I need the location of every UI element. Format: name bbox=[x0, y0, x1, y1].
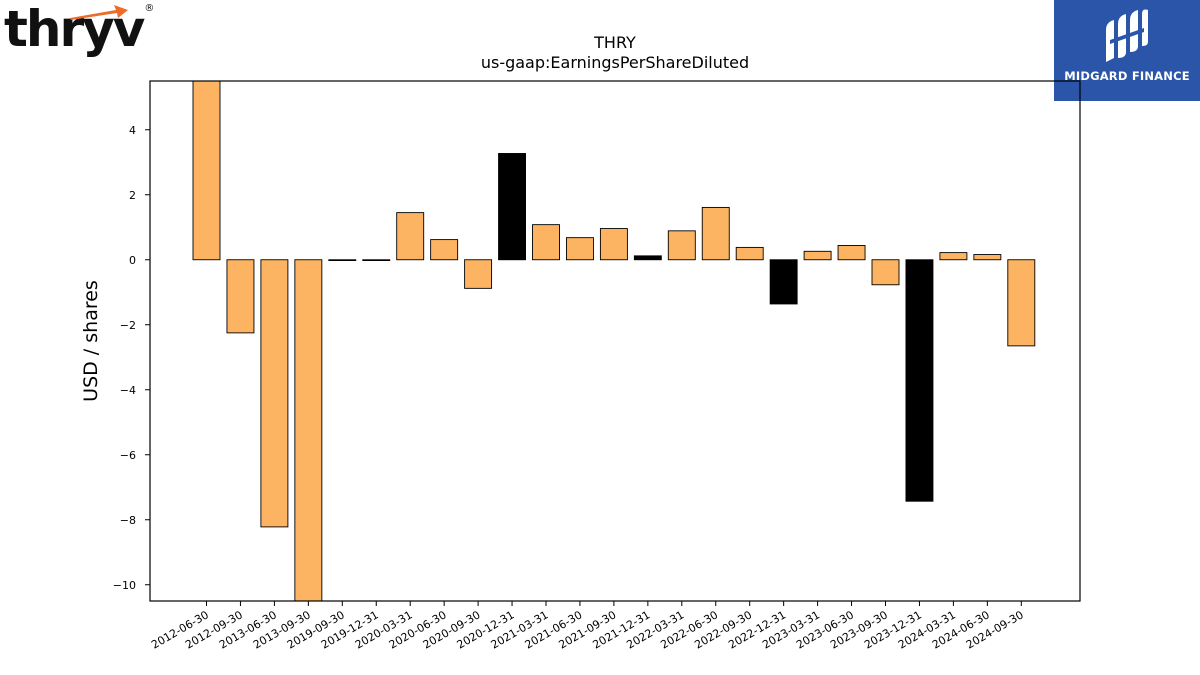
x-ticks-group: 2012-06-302012-09-302013-06-302013-09-30… bbox=[149, 601, 1026, 652]
bar-2024-09-30 bbox=[1007, 259, 1036, 347]
bar-2013-06-30 bbox=[260, 259, 289, 528]
registered-mark: ® bbox=[144, 3, 154, 14]
y-tick-label: −8 bbox=[120, 514, 136, 527]
y-ticks-group: 4 2 0 −2 −4 −6 −8 −10 bbox=[113, 124, 150, 592]
y-tick-label: 2 bbox=[129, 189, 136, 202]
bar-2022-12-31 bbox=[769, 259, 798, 305]
bar-2020-09-30 bbox=[464, 259, 493, 289]
bar-2021-09-30 bbox=[599, 228, 628, 261]
bar-2020-03-31 bbox=[396, 212, 425, 261]
bar-2022-06-30 bbox=[701, 206, 730, 261]
y-tick-label: −4 bbox=[120, 384, 136, 397]
bar-2019-12-31 bbox=[362, 259, 391, 262]
thryv-swoosh-icon bbox=[70, 5, 128, 20]
bar-2020-06-30 bbox=[430, 239, 459, 261]
plot-frame bbox=[149, 80, 1081, 602]
bar-2019-09-30 bbox=[328, 259, 357, 262]
bar-2012-09-30 bbox=[226, 259, 255, 334]
bar-2024-06-30 bbox=[973, 254, 1002, 261]
y-tick-label: 0 bbox=[129, 254, 136, 267]
midgard-emblem-icon bbox=[1106, 9, 1148, 62]
bar-2023-12-31 bbox=[905, 259, 934, 502]
y-tick-label: 4 bbox=[129, 124, 136, 137]
bar-2020-12-31 bbox=[498, 153, 526, 261]
midgard-logo-text: MIDGARD FINANCE bbox=[1064, 69, 1190, 83]
bar-2021-12-31 bbox=[633, 255, 662, 261]
y-tick-label: −10 bbox=[113, 579, 136, 592]
bar-2021-03-31 bbox=[532, 224, 560, 261]
bars-group bbox=[192, 81, 1036, 601]
bar-2022-03-31 bbox=[667, 230, 696, 261]
bar-2021-06-30 bbox=[566, 237, 594, 261]
y-tick-label: −2 bbox=[120, 319, 136, 332]
bar-2024-03-31 bbox=[939, 252, 968, 261]
chart-subtitle: us-gaap:EarningsPerShareDiluted bbox=[481, 53, 749, 72]
chart-title: THRY bbox=[593, 33, 636, 52]
bar-2022-09-30 bbox=[735, 246, 764, 261]
bar-2012-06-30 bbox=[192, 81, 221, 261]
bar-2023-06-30 bbox=[837, 244, 866, 261]
bar-2013-09-30 bbox=[294, 259, 323, 601]
bar-2023-09-30 bbox=[871, 259, 900, 286]
bar-2023-03-31 bbox=[803, 250, 832, 261]
y-tick-label: −6 bbox=[120, 449, 136, 462]
midgard-finance-logo: MIDGARD FINANCE bbox=[1054, 0, 1200, 101]
y-axis-label: USD / shares bbox=[80, 280, 102, 402]
